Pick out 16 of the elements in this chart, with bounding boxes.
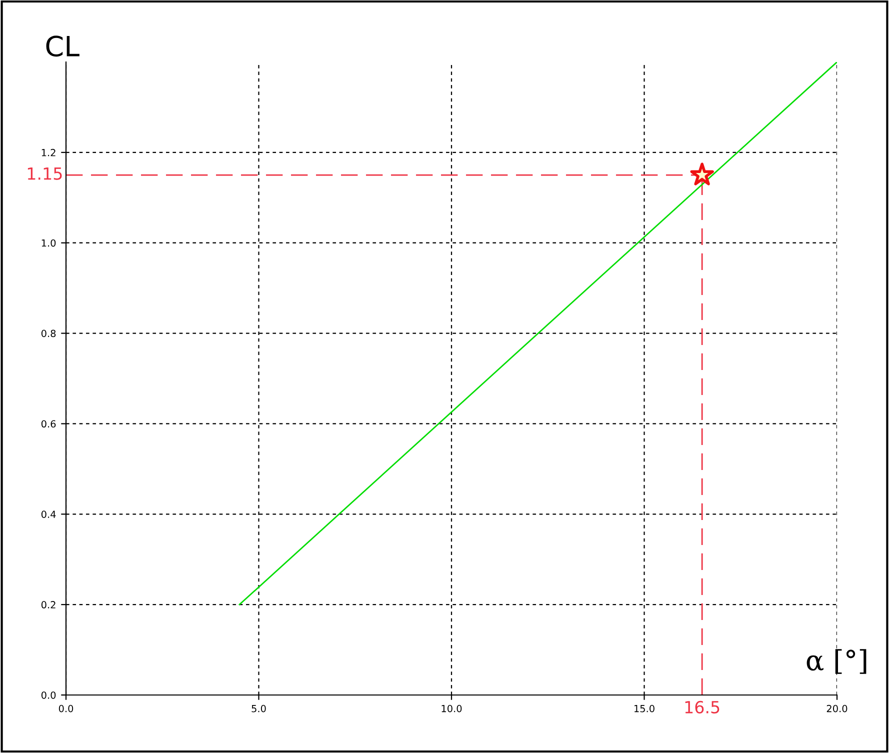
x-axis-title: α [°] [806, 649, 866, 674]
y-tick-label: 1.2 [42, 148, 56, 156]
ref-line-label: 16.5 [685, 700, 720, 714]
y-tick-label: 1.0 [42, 239, 56, 247]
y-tick-label: 0.6 [41, 420, 56, 428]
x-tick-label: 5.0 [252, 704, 266, 712]
x-tick-label: 15.0 [634, 704, 654, 712]
x-tick-label: 10.0 [442, 704, 462, 712]
y-axis-title: CL [46, 36, 80, 57]
y-tick-label: 0.0 [41, 691, 56, 699]
x-tick-label: 20.0 [826, 704, 848, 712]
y-tick-label: 0.4 [41, 510, 56, 518]
y-tick-label: 0.8 [41, 330, 56, 338]
x-tick-label: 0.0 [58, 704, 74, 712]
ref-line-label: 1.15 [28, 167, 62, 180]
y-tick-label: 0.2 [41, 601, 56, 608]
